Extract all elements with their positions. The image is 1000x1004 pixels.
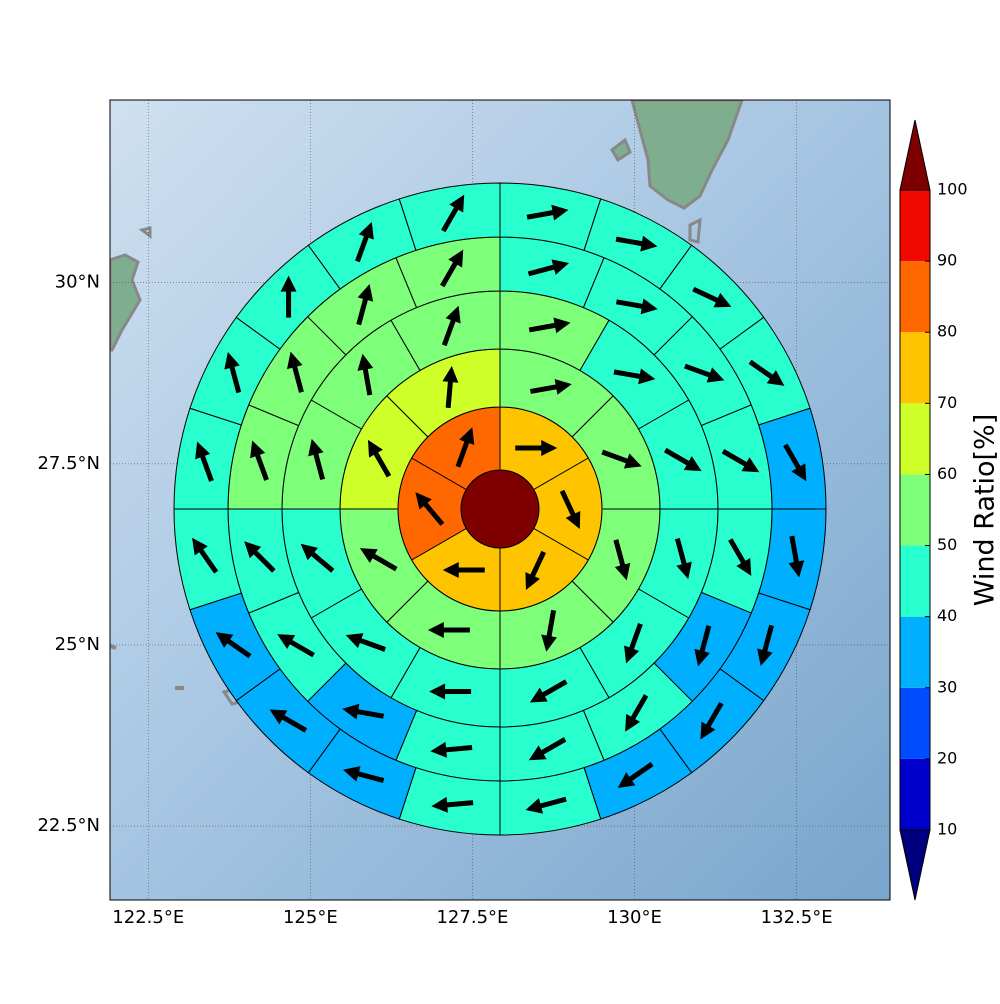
colorbar-tick-label: 80: [937, 322, 957, 341]
x-tick-label: 130°E: [607, 907, 662, 928]
colorbar-bin: [900, 759, 930, 830]
colorbar-tick-label: 90: [937, 251, 957, 270]
colorbar-over: [900, 120, 930, 190]
y-tick-label: 27.5°N: [37, 453, 100, 474]
colorbar-tick-label: 100: [937, 180, 968, 199]
colorbar-under: [900, 830, 930, 900]
colorbar: 10 20 30 40 50 60 70 80 90 100: [900, 120, 968, 900]
colorbar-label: Wind Ratio[%]: [970, 414, 1000, 606]
colorbar-bin: [900, 332, 930, 403]
colorbar-bin: [900, 403, 930, 474]
colorbar-bin: [900, 546, 930, 617]
colorbar-tick-label: 40: [937, 606, 957, 625]
colorbar-bin: [900, 474, 930, 545]
colorbar-tick-label: 70: [937, 393, 957, 412]
y-tick-label: 22.5°N: [37, 815, 100, 836]
colorbar-tick-label: 60: [937, 464, 957, 483]
x-tick-label: 122.5°E: [112, 907, 184, 928]
x-tick-label: 132.5°E: [761, 907, 833, 928]
island: [110, 646, 116, 648]
wind-rings: [174, 183, 826, 835]
y-tick-label: 25°N: [55, 634, 100, 655]
colorbar-tick-label: 50: [937, 535, 957, 554]
x-tick-label: 127.5°E: [436, 907, 508, 928]
colorbar-bin: [900, 261, 930, 332]
colorbar-tick-label: 20: [937, 748, 957, 767]
y-tick-label: 30°N: [55, 272, 100, 293]
colorbar-bin: [900, 190, 930, 261]
colorbar-bin: [900, 617, 930, 688]
colorbar-tick-label: 30: [937, 677, 957, 696]
colorbar-tick-label: 10: [937, 820, 957, 839]
colorbar-bin: [900, 688, 930, 759]
x-tick-label: 125°E: [283, 907, 338, 928]
